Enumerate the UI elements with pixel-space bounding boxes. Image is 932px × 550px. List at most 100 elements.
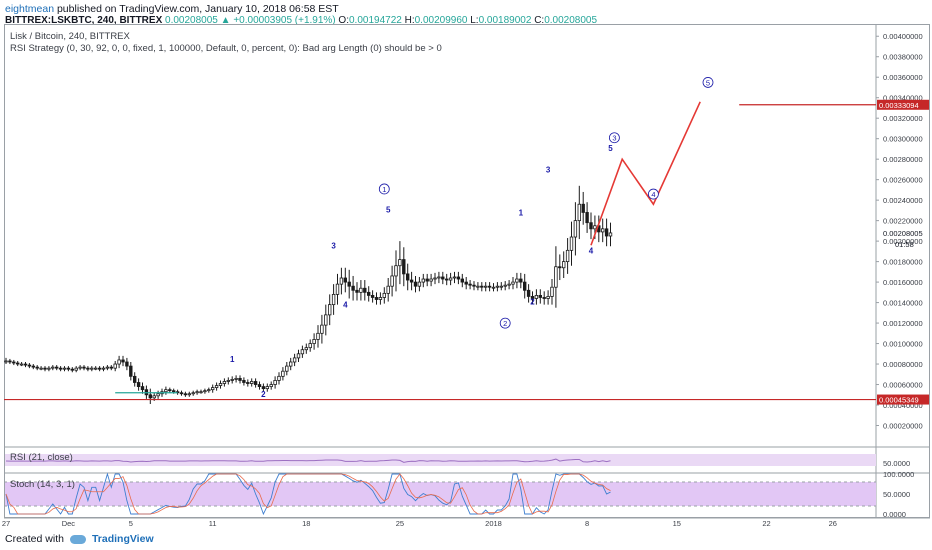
candle-body xyxy=(234,377,238,380)
candle-body xyxy=(593,225,597,230)
candle-body xyxy=(148,394,152,399)
candle-body xyxy=(448,277,453,281)
candle-body xyxy=(101,367,106,370)
candle-body xyxy=(62,367,67,370)
candle-body xyxy=(296,353,301,359)
candle-body xyxy=(413,281,418,287)
candle-body xyxy=(242,380,246,383)
candle-body xyxy=(355,289,359,293)
stoch-tick-label: 100.0000 xyxy=(883,470,914,479)
published-text: published on TradingView.com, January 10… xyxy=(56,3,339,15)
candle-body xyxy=(569,236,574,251)
candle-body xyxy=(35,366,39,369)
candle-body xyxy=(94,367,98,370)
wave-label: 3 xyxy=(331,241,336,250)
candle-body xyxy=(152,395,156,399)
candle-body xyxy=(472,284,476,287)
candle-body xyxy=(58,367,63,370)
ticker-line: BITTREX:LSKBTC, 240, BITTREX 0.00208005 … xyxy=(5,15,597,26)
price-tick-label: 0.00020000 xyxy=(883,422,923,431)
wave-label: 5 xyxy=(386,205,391,214)
candle-body xyxy=(534,295,539,299)
wave-label: 4 xyxy=(343,301,348,310)
candle-body xyxy=(378,297,383,300)
wave-label: 1 xyxy=(519,209,524,218)
candle-body xyxy=(409,279,414,283)
candle-body xyxy=(109,366,113,369)
candle-body xyxy=(503,284,507,287)
candle-body xyxy=(199,391,203,394)
close-label: C: xyxy=(534,15,545,26)
candle-body xyxy=(82,366,86,369)
candle-body xyxy=(460,278,464,283)
candle-body xyxy=(402,259,406,275)
candle-body xyxy=(519,278,523,283)
candle-body xyxy=(429,278,433,282)
candle-body xyxy=(558,266,562,269)
time-tick-label: 18 xyxy=(302,519,310,528)
tradingview-logo[interactable]: TradingView xyxy=(91,533,154,545)
candle-body xyxy=(316,332,320,340)
candle-body xyxy=(86,367,90,370)
candle-body xyxy=(452,276,457,279)
wave-label: 2 xyxy=(261,390,266,399)
time-tick-label: 26 xyxy=(829,519,837,528)
bar-countdown: 01:58 xyxy=(895,240,914,249)
candle-body xyxy=(433,277,437,280)
created-with-text: Created with xyxy=(5,533,64,545)
price-tick-label: 0.00040000 xyxy=(883,401,923,410)
candle-body xyxy=(15,362,20,365)
current-price-label: 0.00208005 xyxy=(883,229,923,238)
wave-label: 2 xyxy=(530,298,535,307)
candle-body xyxy=(507,283,511,286)
candle-body xyxy=(214,385,219,389)
candle-body xyxy=(308,343,312,349)
time-tick-label: 8 xyxy=(585,519,589,528)
candle-body xyxy=(604,228,609,237)
candle-body xyxy=(51,366,55,369)
candle-body xyxy=(195,391,199,394)
candle-body xyxy=(191,392,195,395)
candle-body xyxy=(390,275,394,287)
wave-circle xyxy=(702,77,714,88)
candle-body xyxy=(273,380,277,385)
candle-body xyxy=(281,370,285,377)
candle-body xyxy=(437,276,441,279)
price-tick-label: 0.00080000 xyxy=(883,360,923,369)
time-tick-label: 2018 xyxy=(485,519,502,528)
tradingview-cloud-icon xyxy=(69,534,86,544)
price-tick-label: 0.00240000 xyxy=(883,196,923,205)
price-tick-label: 0.00320000 xyxy=(883,114,923,123)
candle-body xyxy=(113,363,117,369)
candle-body xyxy=(129,365,133,377)
price-tick-label: 0.00280000 xyxy=(883,155,923,164)
candle-body xyxy=(226,380,230,382)
change-value: ▲ +0.00003905 (+1.91%) xyxy=(220,15,336,26)
close-value: 0.00208005 xyxy=(544,15,598,26)
stoch-label: Stoch (14, 3, 1) xyxy=(10,479,75,490)
candle-body xyxy=(405,273,410,281)
candle-body xyxy=(456,276,461,280)
price-tick-label: 0.00140000 xyxy=(883,299,923,308)
candle-body xyxy=(577,203,581,222)
candle-body xyxy=(370,295,375,298)
price-tick-label: 0.00360000 xyxy=(883,73,923,82)
high-value: 0.00209960 xyxy=(414,15,468,26)
price-tick-label: 0.00060000 xyxy=(883,381,923,390)
wave-label: 4 xyxy=(589,246,594,255)
author-link[interactable]: eightmean xyxy=(5,3,55,15)
candle-body xyxy=(238,377,242,381)
candle-body xyxy=(425,278,429,282)
candle-body xyxy=(347,281,351,287)
candle-body xyxy=(554,266,558,288)
candle-body xyxy=(394,265,398,277)
wave-circle xyxy=(378,183,390,195)
time-tick-label: 5 xyxy=(129,519,133,528)
candle-body xyxy=(601,228,605,233)
wave-label: 5 xyxy=(706,78,710,87)
candle-body xyxy=(19,363,24,366)
candle-body xyxy=(562,261,566,269)
candle-body xyxy=(589,222,593,230)
candle-body xyxy=(117,359,121,365)
